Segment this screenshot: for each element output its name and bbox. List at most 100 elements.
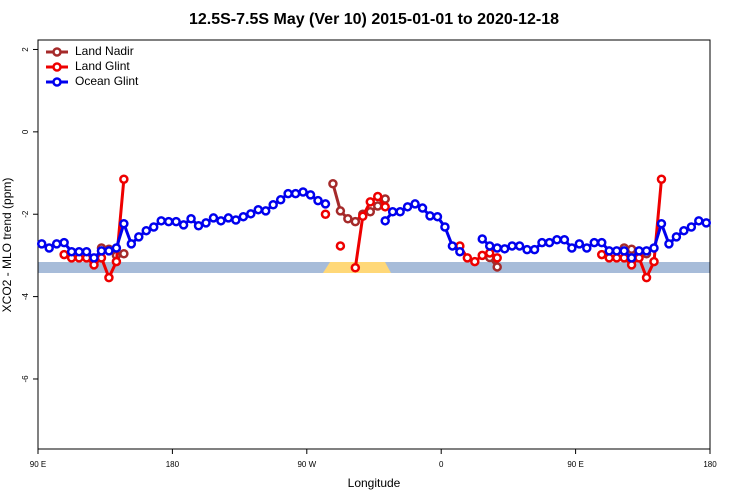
data-point (343, 214, 353, 224)
data-point (537, 237, 547, 248)
data-point (372, 191, 383, 202)
y-tick-label: -4 (21, 293, 30, 301)
y-axis-label: XCO2 - MLO trend (ppm) (0, 178, 14, 313)
data-point (231, 215, 241, 225)
y-tick-label: 0 (21, 129, 30, 134)
data-point (81, 246, 92, 257)
data-point (51, 239, 62, 249)
data-point (626, 253, 637, 263)
data-point (260, 206, 271, 216)
data-point (552, 235, 562, 245)
data-point (686, 222, 697, 232)
data-point (380, 216, 390, 226)
x-tick-label: 90 E (30, 460, 46, 469)
data-point (305, 190, 316, 200)
data-point (492, 243, 502, 253)
data-point (507, 241, 517, 251)
legend-marker (52, 62, 62, 72)
data-point (44, 243, 54, 253)
data-point (350, 263, 361, 273)
data-point (372, 201, 383, 211)
data-point (619, 246, 629, 256)
data-point (246, 209, 256, 219)
data-point (492, 253, 502, 263)
data-point (649, 256, 659, 267)
plot-frame (37, 39, 711, 450)
data-point (283, 188, 293, 199)
data-point (544, 237, 555, 248)
legend-marker (52, 77, 62, 87)
data-point (335, 206, 346, 216)
data-point (89, 253, 99, 263)
data-point (559, 235, 570, 245)
data-point (664, 239, 674, 249)
data-point (470, 256, 480, 267)
data-point (36, 239, 47, 249)
data-point (514, 241, 525, 251)
data-point (611, 246, 622, 256)
data-point (66, 246, 77, 257)
data-point (402, 202, 413, 212)
data-point (201, 218, 211, 228)
data-point (96, 246, 107, 256)
data-point (455, 246, 465, 257)
data-point (350, 216, 361, 227)
data-point (410, 199, 420, 209)
data-point (671, 232, 682, 242)
data-point (134, 232, 144, 242)
data-point (477, 250, 488, 261)
data-point (208, 213, 219, 223)
data-point (380, 202, 390, 212)
y-tick-label: -6 (21, 375, 30, 383)
data-point (290, 188, 301, 199)
data-point (141, 225, 152, 236)
data-point (589, 237, 600, 248)
data-point (186, 214, 196, 224)
data-point (596, 249, 607, 260)
data-point (320, 209, 331, 219)
legend-marker (52, 47, 62, 57)
data-point (440, 222, 450, 232)
data-point (320, 199, 331, 209)
data-point (126, 239, 137, 249)
data-point (529, 244, 540, 255)
data-point (365, 197, 376, 207)
data-point (104, 246, 114, 256)
data-point (328, 178, 338, 189)
x-axis-label: Longitude (348, 476, 401, 490)
data-point (447, 241, 458, 251)
data-point (656, 218, 667, 229)
data-point (216, 216, 226, 226)
data-point (649, 243, 659, 253)
data-point (641, 246, 652, 256)
data-point (298, 187, 308, 197)
data-point (253, 204, 264, 215)
data-point (582, 243, 592, 253)
x-tick-label: 0 (439, 460, 444, 469)
y-tick-label: 2 (21, 47, 30, 52)
data-point (656, 174, 667, 184)
data-point (432, 211, 443, 222)
data-point (313, 195, 323, 206)
data-point (574, 239, 585, 249)
data-point (492, 262, 502, 272)
data-point (59, 237, 69, 248)
data-point (335, 241, 346, 251)
data-point (499, 244, 510, 254)
data-point (268, 200, 278, 210)
data-point (104, 272, 114, 283)
data-point (634, 246, 644, 256)
legend-label: Ocean Glint (75, 74, 139, 88)
x-tick-label: 90 E (567, 460, 583, 469)
data-point (148, 222, 159, 232)
data-point (701, 218, 712, 228)
data-point (223, 213, 234, 223)
data-point (694, 216, 704, 226)
data-point (604, 246, 614, 256)
data-point (522, 244, 532, 255)
data-point (358, 211, 368, 222)
data-point (163, 216, 174, 227)
data-point (395, 207, 405, 217)
data-point (484, 241, 495, 251)
